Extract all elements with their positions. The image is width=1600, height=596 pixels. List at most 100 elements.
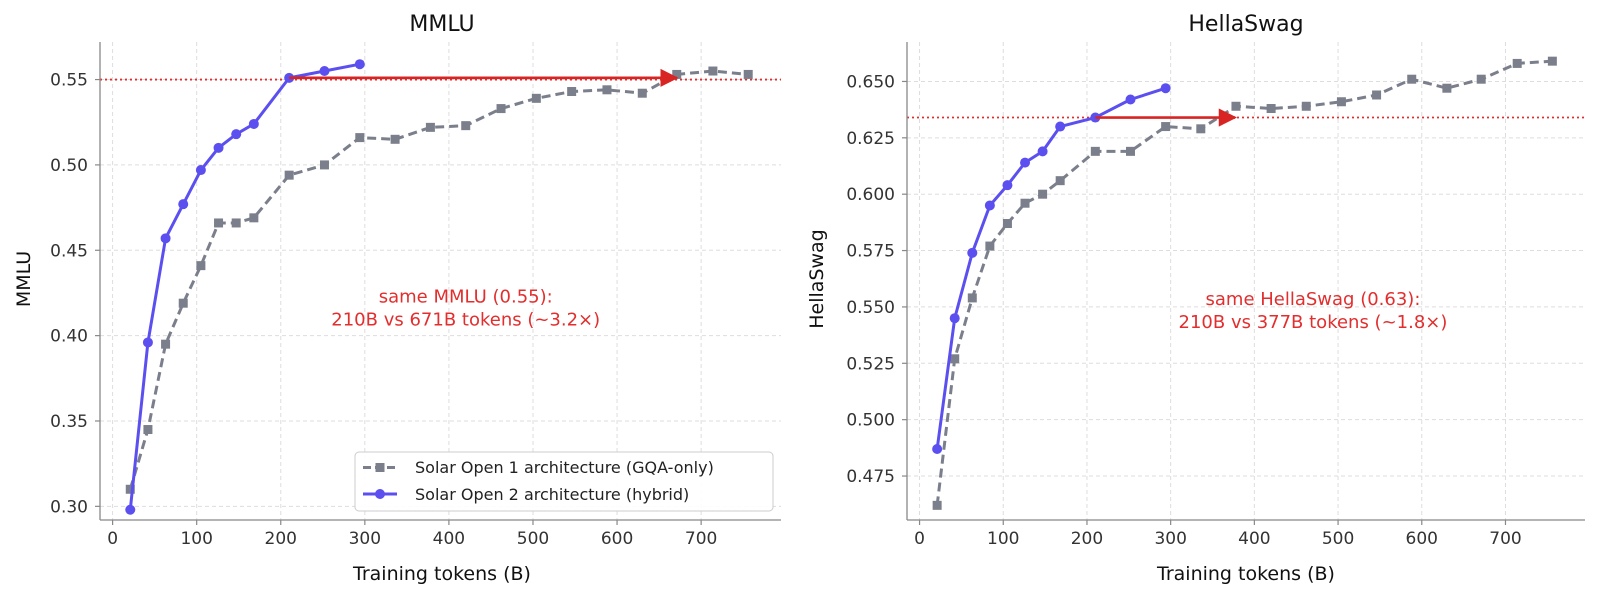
hellaswag-hybrid-point-7 bbox=[1055, 121, 1066, 132]
hellaswag-y-tick-label-7: 0.650 bbox=[846, 72, 895, 92]
hellaswag-series-gqa-line bbox=[935, 59, 1553, 506]
mmlu-gqa-point-9 bbox=[319, 160, 329, 170]
mmlu-series-gqa-line bbox=[128, 69, 749, 490]
mmlu-x-tick-label-0: 0 bbox=[107, 529, 118, 549]
hellaswag-y-tick-label-1: 0.500 bbox=[846, 411, 895, 431]
mmlu-gqa-point-21 bbox=[743, 69, 753, 79]
mmlu-y-tick-label-4: 0.50 bbox=[50, 156, 88, 176]
mmlu-annotation-line2: 210B vs 671B tokens (~3.2×) bbox=[331, 310, 600, 331]
hellaswag-hybrid-point-10 bbox=[1160, 83, 1171, 94]
mmlu-gqa-point-5 bbox=[214, 218, 224, 228]
mmlu-y-tick-label-2: 0.40 bbox=[50, 327, 88, 347]
legend-box bbox=[354, 451, 774, 512]
mmlu-y-axis-label: MMLU bbox=[13, 251, 35, 307]
hellaswag-x-axis-label: Training tokens (B) bbox=[1156, 563, 1335, 585]
hellaswag-gqa-point-16 bbox=[1372, 90, 1382, 100]
hellaswag-gqa-point-14 bbox=[1301, 101, 1311, 111]
hellaswag-hybrid-point-2 bbox=[967, 247, 978, 258]
mmlu-series-layer bbox=[125, 59, 753, 515]
legend-hybrid-label: Solar Open 2 architecture (hybrid) bbox=[415, 485, 689, 504]
mmlu-gqa-point-8 bbox=[284, 170, 294, 180]
mmlu-x-tick-label-3: 300 bbox=[349, 529, 381, 549]
hellaswag-gqa-point-15 bbox=[1336, 97, 1346, 107]
hellaswag-title: HellaSwag bbox=[1188, 12, 1303, 37]
hellaswag-y-ticks: 0.475 0.500 0.525 0.550 0.575 0.600 0.625 0.650 bbox=[846, 72, 907, 487]
mmlu-gqa-point-3 bbox=[178, 298, 188, 308]
mmlu-hybrid-point-3 bbox=[178, 199, 189, 210]
mmlu-series-hybrid-line bbox=[128, 62, 361, 510]
mmlu-gqa-point-6 bbox=[231, 218, 241, 228]
mmlu-y-ticks: 0.30 0.35 0.40 0.45 0.50 0.55 bbox=[50, 71, 100, 517]
mmlu-title: MMLU bbox=[409, 12, 474, 37]
mmlu-y-tick-label-0: 0.30 bbox=[50, 497, 88, 517]
hellaswag-x-tick-label-3: 300 bbox=[1154, 529, 1186, 549]
hellaswag-y-tick-label-4: 0.575 bbox=[846, 242, 895, 262]
mmlu-annotation-line1: same MMLU (0.55): bbox=[379, 287, 553, 308]
hellaswag-hybrid-point-9 bbox=[1125, 94, 1136, 105]
mmlu-x-tick-label-6: 600 bbox=[601, 529, 633, 549]
legend: Solar Open 1 architecture (GQA-only) Sol… bbox=[354, 451, 774, 512]
hellaswag-y-tick-label-3: 0.550 bbox=[846, 298, 895, 318]
mmlu-gqa-point-7 bbox=[249, 213, 259, 223]
hellaswag-gqa-point-7 bbox=[1055, 176, 1065, 186]
mmlu-x-tick-label-1: 100 bbox=[180, 529, 212, 549]
hellaswag-gqa-point-12 bbox=[1231, 101, 1241, 111]
hellaswag-gqa-point-10 bbox=[1161, 122, 1171, 132]
hellaswag-gqa-point-21 bbox=[1547, 56, 1557, 66]
mmlu-x-tick-label-2: 200 bbox=[265, 529, 297, 549]
legend-entry-hybrid: Solar Open 2 architecture (hybrid) bbox=[363, 485, 689, 504]
hellaswag-hybrid-point-0 bbox=[932, 443, 943, 454]
hellaswag-y-tick-label-6: 0.625 bbox=[846, 129, 895, 149]
legend-gqa-label: Solar Open 1 architecture (GQA-only) bbox=[415, 458, 714, 477]
hellaswag-gqa-point-6 bbox=[1038, 189, 1048, 199]
hellaswag-gqa-point-19 bbox=[1476, 74, 1486, 84]
hellaswag-annotation-line2: 210B vs 377B tokens (~1.8×) bbox=[1179, 312, 1448, 333]
hellaswag-x-tick-label-1: 100 bbox=[987, 529, 1019, 549]
hellaswag-annotation-line1: same HellaSwag (0.63): bbox=[1206, 289, 1421, 310]
mmlu-hybrid-point-5 bbox=[213, 142, 224, 153]
mmlu-axes bbox=[99, 42, 781, 521]
mmlu-x-tick-label-5: 500 bbox=[517, 529, 549, 549]
mmlu-x-ticks: 0 100 200 300 400 500 600 700 bbox=[107, 520, 717, 549]
mmlu-gqa-point-12 bbox=[425, 122, 435, 132]
hellaswag-hybrid-point-4 bbox=[1002, 180, 1013, 191]
mmlu-hybrid-point-1 bbox=[142, 337, 153, 348]
mmlu-gqa-point-20 bbox=[708, 66, 718, 76]
mmlu-y-tick-label-3: 0.45 bbox=[50, 241, 88, 261]
mmlu-y-tick-label-5: 0.55 bbox=[50, 71, 88, 91]
hellaswag-y-tick-label-2: 0.525 bbox=[846, 354, 895, 374]
mmlu-x-tick-label-4: 400 bbox=[433, 529, 465, 549]
hellaswag-hybrid-point-5 bbox=[1020, 157, 1031, 168]
hellaswag-gqa-point-9 bbox=[1125, 146, 1135, 156]
hellaswag-series-layer bbox=[932, 56, 1557, 510]
legend-gqa-marker bbox=[375, 463, 385, 472]
hellaswag-x-ticks: 0 100 200 300 400 500 600 700 bbox=[914, 520, 1522, 549]
legend-entry-gqa: Solar Open 1 architecture (GQA-only) bbox=[363, 458, 714, 477]
mmlu-x-tick-label-7: 700 bbox=[685, 529, 717, 549]
hellaswag-grid bbox=[907, 42, 1585, 520]
hellaswag-hybrid-point-3 bbox=[984, 200, 995, 211]
hellaswag-gqa-point-17 bbox=[1407, 74, 1417, 84]
mmlu-gqa-point-18 bbox=[637, 88, 647, 98]
hellaswag-hybrid-point-6 bbox=[1037, 146, 1048, 157]
hellaswag-x-tick-label-0: 0 bbox=[914, 529, 925, 549]
mmlu-x-axis-label: Training tokens (B) bbox=[352, 563, 531, 585]
hellaswag-gqa-point-8 bbox=[1090, 146, 1100, 156]
hellaswag-y-tick-label-0: 0.475 bbox=[846, 467, 895, 487]
hellaswag-gqa-point-13 bbox=[1266, 104, 1276, 114]
mmlu-gqa-point-4 bbox=[196, 261, 206, 271]
mmlu-gqa-point-16 bbox=[567, 87, 577, 97]
mmlu-hybrid-point-4 bbox=[195, 165, 206, 176]
mmlu-hybrid-point-6 bbox=[231, 129, 242, 140]
hellaswag-gqa-point-4 bbox=[1002, 219, 1012, 229]
mmlu-gqa-point-1 bbox=[143, 425, 153, 435]
mmlu-gqa-point-13 bbox=[461, 121, 471, 131]
hellaswag-y-axis-label: HellaSwag bbox=[806, 229, 828, 328]
hellaswag-gqa-point-0 bbox=[932, 500, 942, 510]
mmlu-hybrid-point-0 bbox=[125, 504, 136, 515]
mmlu-gqa-point-2 bbox=[161, 339, 171, 349]
hellaswag-gqa-point-11 bbox=[1196, 124, 1206, 134]
mmlu-gqa-point-11 bbox=[390, 134, 400, 144]
hellaswag-x-tick-label-7: 700 bbox=[1489, 529, 1521, 549]
